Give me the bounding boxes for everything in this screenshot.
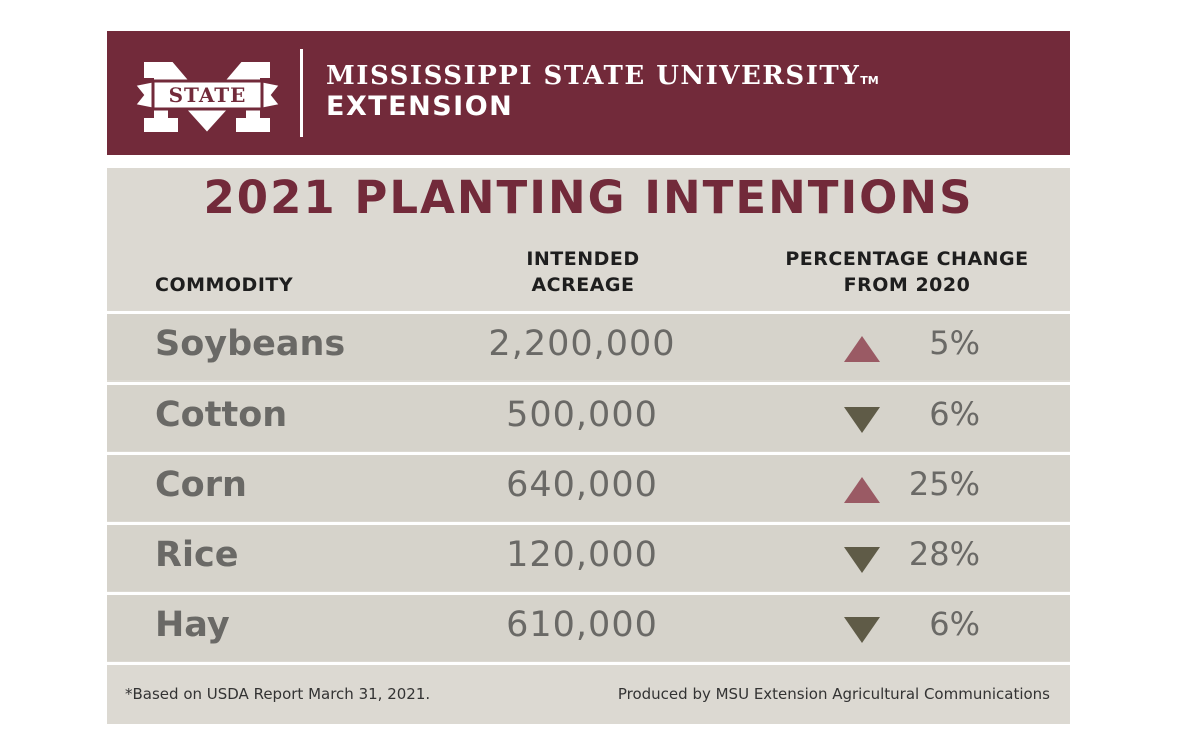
table-row: Soybeans 2,200,000 5%: [107, 311, 1070, 380]
source-note: *Based on USDA Report March 31, 2021.: [125, 685, 431, 703]
commodity-cell: Hay: [155, 605, 230, 645]
commodity-cell: Rice: [155, 535, 239, 575]
credit-note: Produced by MSU Extension Agricultural C…: [617, 685, 1050, 703]
column-header-commodity: COMMODITY: [155, 274, 294, 296]
page-title: 2021 PLANTING INTENTIONS: [203, 171, 974, 224]
header-bar: STATE MISSISSIPPI STATE UNIVERSITYTM EXT…: [107, 31, 1070, 155]
logo-state-text: STATE: [169, 83, 247, 107]
trademark-mark: TM: [860, 74, 879, 87]
header-divider: [300, 49, 303, 137]
triangle-up-icon: [844, 477, 880, 503]
acreage-cell: 120,000: [506, 535, 658, 575]
column-header-acreage: INTENDED ACREAGE: [483, 246, 683, 298]
column-header-change-line1: PERCENTAGE CHANGE: [785, 248, 1029, 270]
table-row: Rice 120,000 28%: [107, 522, 1070, 591]
table-row: Hay 610,000 6%: [107, 592, 1070, 661]
triangle-down-icon: [844, 547, 880, 573]
triangle-down-icon: [844, 617, 880, 643]
commodity-cell: Corn: [155, 465, 247, 505]
brand-university-name: MISSISSIPPI STATE UNIVERSITYTM: [326, 61, 879, 91]
acreage-cell: 640,000: [506, 465, 658, 505]
footer: *Based on USDA Report March 31, 2021. Pr…: [107, 662, 1070, 724]
commodity-cell: Soybeans: [155, 324, 346, 364]
table-row: Cotton 500,000 6%: [107, 382, 1070, 451]
msu-m-state-logo: STATE: [135, 60, 280, 135]
triangle-up-icon: [844, 336, 880, 362]
percent-change-cell: 6%: [929, 395, 980, 433]
column-header-acreage-line1: INTENDED: [526, 248, 640, 270]
percent-change-cell: 25%: [908, 465, 980, 503]
column-header-acreage-line2: ACREAGE: [531, 274, 635, 296]
percent-change-cell: 5%: [929, 324, 980, 362]
brand-extension: EXTENSION: [326, 91, 514, 122]
triangle-down-icon: [844, 407, 880, 433]
percent-change-cell: 6%: [929, 605, 980, 643]
percent-change-cell: 28%: [908, 535, 980, 573]
commodity-cell: Cotton: [155, 395, 288, 435]
acreage-cell: 610,000: [506, 605, 658, 645]
acreage-cell: 500,000: [506, 395, 658, 435]
acreage-cell: 2,200,000: [488, 324, 676, 364]
table-row: Corn 640,000 25%: [107, 452, 1070, 521]
column-header-change: PERCENTAGE CHANGE FROM 2020: [777, 246, 1037, 298]
column-header-change-line2: FROM 2020: [843, 274, 971, 296]
